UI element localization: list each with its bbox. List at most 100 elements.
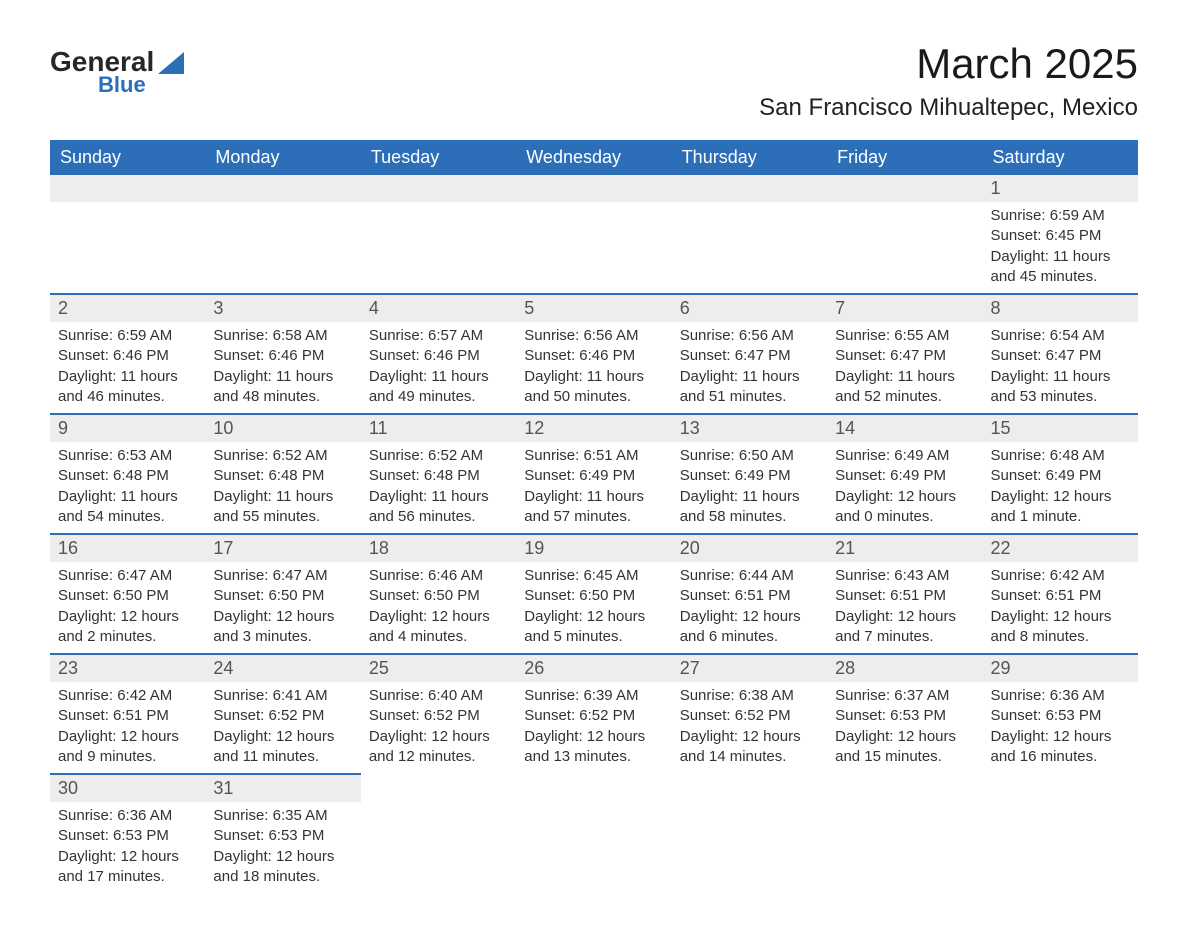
- calendar-week-row: 30Sunrise: 6:36 AMSunset: 6:53 PMDayligh…: [50, 773, 1138, 893]
- dl1-text: Daylight: 12 hours: [991, 607, 1130, 627]
- calendar-cell: 27Sunrise: 6:38 AMSunset: 6:52 PMDayligh…: [672, 653, 827, 773]
- sunrise-text: Sunrise: 6:42 AM: [991, 566, 1130, 586]
- calendar-cell: 28Sunrise: 6:37 AMSunset: 6:53 PMDayligh…: [827, 653, 982, 773]
- day-details: Sunrise: 6:43 AMSunset: 6:51 PMDaylight:…: [827, 562, 982, 653]
- empty-day-body: [672, 202, 827, 232]
- calendar-cell: 7Sunrise: 6:55 AMSunset: 6:47 PMDaylight…: [827, 293, 982, 413]
- dl1-text: Daylight: 12 hours: [991, 487, 1130, 507]
- dl1-text: Daylight: 12 hours: [58, 727, 197, 747]
- sunrise-text: Sunrise: 6:56 AM: [524, 326, 663, 346]
- calendar-cell: 1Sunrise: 6:59 AMSunset: 6:45 PMDaylight…: [983, 175, 1138, 293]
- empty-day-body: [50, 202, 205, 232]
- calendar-cell: 15Sunrise: 6:48 AMSunset: 6:49 PMDayligh…: [983, 413, 1138, 533]
- sunrise-text: Sunrise: 6:51 AM: [524, 446, 663, 466]
- dl1-text: Daylight: 12 hours: [680, 607, 819, 627]
- dl2-text: and 13 minutes.: [524, 747, 663, 767]
- dl1-text: Daylight: 12 hours: [58, 847, 197, 867]
- day-header: Sunday: [50, 140, 205, 175]
- dl1-text: Daylight: 12 hours: [524, 727, 663, 747]
- calendar-cell: 2Sunrise: 6:59 AMSunset: 6:46 PMDaylight…: [50, 293, 205, 413]
- calendar-cell: [516, 773, 671, 893]
- dl2-text: and 57 minutes.: [524, 507, 663, 527]
- header: General Blue March 2025 San Francisco Mi…: [50, 40, 1138, 122]
- sunrise-text: Sunrise: 6:37 AM: [835, 686, 974, 706]
- day-number: 5: [516, 293, 671, 322]
- day-number: 7: [827, 293, 982, 322]
- calendar-week-row: 1Sunrise: 6:59 AMSunset: 6:45 PMDaylight…: [50, 175, 1138, 293]
- day-header: Thursday: [672, 140, 827, 175]
- sunset-text: Sunset: 6:53 PM: [213, 826, 352, 846]
- calendar-cell: 30Sunrise: 6:36 AMSunset: 6:53 PMDayligh…: [50, 773, 205, 893]
- calendar-cell: 8Sunrise: 6:54 AMSunset: 6:47 PMDaylight…: [983, 293, 1138, 413]
- sunrise-text: Sunrise: 6:36 AM: [58, 806, 197, 826]
- day-header: Monday: [205, 140, 360, 175]
- sunset-text: Sunset: 6:45 PM: [991, 226, 1130, 246]
- day-number: 31: [205, 773, 360, 802]
- dl1-text: Daylight: 12 hours: [835, 487, 974, 507]
- dl1-text: Daylight: 12 hours: [213, 847, 352, 867]
- dl1-text: Daylight: 11 hours: [991, 247, 1130, 267]
- day-details: Sunrise: 6:45 AMSunset: 6:50 PMDaylight:…: [516, 562, 671, 653]
- sunrise-text: Sunrise: 6:52 AM: [369, 446, 508, 466]
- sunrise-text: Sunrise: 6:47 AM: [213, 566, 352, 586]
- sunrise-text: Sunrise: 6:59 AM: [58, 326, 197, 346]
- day-header: Saturday: [983, 140, 1138, 175]
- sunrise-text: Sunrise: 6:53 AM: [58, 446, 197, 466]
- dl2-text: and 55 minutes.: [213, 507, 352, 527]
- day-number: 11: [361, 413, 516, 442]
- dl2-text: and 56 minutes.: [369, 507, 508, 527]
- calendar-cell: 21Sunrise: 6:43 AMSunset: 6:51 PMDayligh…: [827, 533, 982, 653]
- day-details: Sunrise: 6:53 AMSunset: 6:48 PMDaylight:…: [50, 442, 205, 533]
- calendar-cell: 6Sunrise: 6:56 AMSunset: 6:47 PMDaylight…: [672, 293, 827, 413]
- sunset-text: Sunset: 6:46 PM: [213, 346, 352, 366]
- calendar-week-row: 23Sunrise: 6:42 AMSunset: 6:51 PMDayligh…: [50, 653, 1138, 773]
- calendar-cell: 12Sunrise: 6:51 AMSunset: 6:49 PMDayligh…: [516, 413, 671, 533]
- sunset-text: Sunset: 6:47 PM: [835, 346, 974, 366]
- brand-logo: General Blue: [50, 48, 184, 98]
- dl1-text: Daylight: 11 hours: [680, 367, 819, 387]
- dl2-text: and 1 minute.: [991, 507, 1130, 527]
- sunrise-text: Sunrise: 6:55 AM: [835, 326, 974, 346]
- sunset-text: Sunset: 6:51 PM: [835, 586, 974, 606]
- sunset-text: Sunset: 6:47 PM: [680, 346, 819, 366]
- dl2-text: and 5 minutes.: [524, 627, 663, 647]
- day-details: Sunrise: 6:56 AMSunset: 6:46 PMDaylight:…: [516, 322, 671, 413]
- dl1-text: Daylight: 12 hours: [369, 727, 508, 747]
- dl2-text: and 8 minutes.: [991, 627, 1130, 647]
- dl2-text: and 17 minutes.: [58, 867, 197, 887]
- dl2-text: and 48 minutes.: [213, 387, 352, 407]
- dl1-text: Daylight: 12 hours: [213, 727, 352, 747]
- dl1-text: Daylight: 11 hours: [58, 487, 197, 507]
- day-details: Sunrise: 6:52 AMSunset: 6:48 PMDaylight:…: [361, 442, 516, 533]
- sunset-text: Sunset: 6:49 PM: [524, 466, 663, 486]
- day-number: 6: [672, 293, 827, 322]
- dl2-text: and 12 minutes.: [369, 747, 508, 767]
- calendar-cell: 26Sunrise: 6:39 AMSunset: 6:52 PMDayligh…: [516, 653, 671, 773]
- dl1-text: Daylight: 12 hours: [58, 607, 197, 627]
- dl2-text: and 7 minutes.: [835, 627, 974, 647]
- dl2-text: and 0 minutes.: [835, 507, 974, 527]
- dl1-text: Daylight: 12 hours: [213, 607, 352, 627]
- day-number: 3: [205, 293, 360, 322]
- empty-day-bar: [205, 175, 360, 202]
- calendar-cell: 11Sunrise: 6:52 AMSunset: 6:48 PMDayligh…: [361, 413, 516, 533]
- day-details: Sunrise: 6:51 AMSunset: 6:49 PMDaylight:…: [516, 442, 671, 533]
- day-number: 8: [983, 293, 1138, 322]
- dl1-text: Daylight: 11 hours: [369, 367, 508, 387]
- calendar-cell: [50, 175, 205, 293]
- dl2-text: and 11 minutes.: [213, 747, 352, 767]
- sunrise-text: Sunrise: 6:39 AM: [524, 686, 663, 706]
- dl2-text: and 46 minutes.: [58, 387, 197, 407]
- day-number: 24: [205, 653, 360, 682]
- sunrise-text: Sunrise: 6:46 AM: [369, 566, 508, 586]
- day-details: Sunrise: 6:35 AMSunset: 6:53 PMDaylight:…: [205, 802, 360, 893]
- sunrise-text: Sunrise: 6:35 AM: [213, 806, 352, 826]
- calendar-cell: 13Sunrise: 6:50 AMSunset: 6:49 PMDayligh…: [672, 413, 827, 533]
- dl2-text: and 53 minutes.: [991, 387, 1130, 407]
- sunrise-text: Sunrise: 6:57 AM: [369, 326, 508, 346]
- dl2-text: and 6 minutes.: [680, 627, 819, 647]
- day-details: Sunrise: 6:48 AMSunset: 6:49 PMDaylight:…: [983, 442, 1138, 533]
- dl1-text: Daylight: 12 hours: [680, 727, 819, 747]
- day-number: 9: [50, 413, 205, 442]
- day-details: Sunrise: 6:44 AMSunset: 6:51 PMDaylight:…: [672, 562, 827, 653]
